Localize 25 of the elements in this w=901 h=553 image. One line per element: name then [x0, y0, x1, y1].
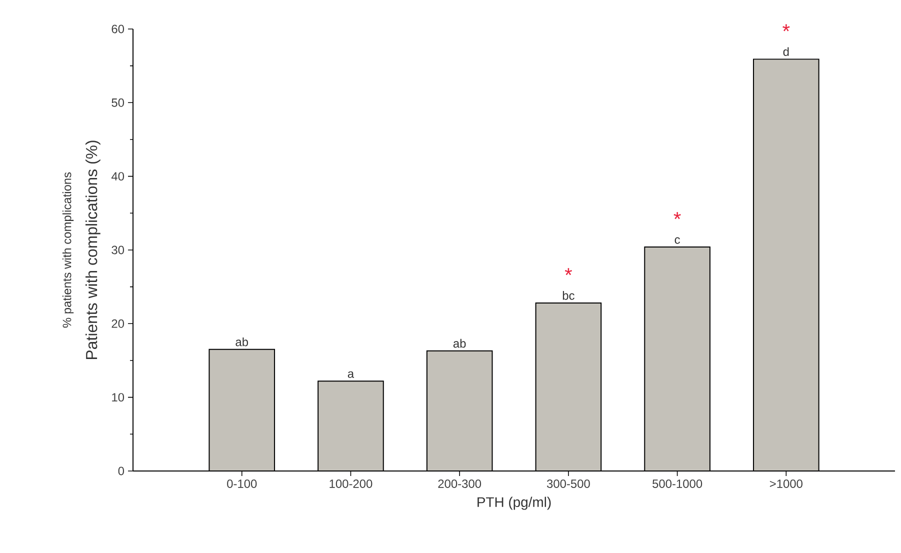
x-axis-title: PTH (pg/ml) [478, 496, 551, 510]
y-axis-title: Patients with complications (%) [85, 140, 100, 359]
annotation: c [674, 237, 680, 244]
annotation: * [782, 24, 790, 32]
x-tick-label: 100-200 [330, 480, 372, 488]
annotation: ab [453, 338, 466, 348]
x-tick-label: >1000 [770, 480, 802, 488]
y-tick-label: 60 [112, 24, 124, 34]
annotation: a [348, 371, 354, 378]
x-tick-label: 300-500 [546, 480, 590, 488]
y-tick-label: 20 [112, 319, 124, 328]
x-tick-label: 0-100 [227, 480, 257, 488]
y-tick-label: 50 [112, 98, 124, 107]
annotation: * [674, 212, 681, 220]
y-tick-label: 30 [112, 246, 124, 254]
annotation: ab [236, 337, 248, 346]
x-tick-label: 500-1000 [652, 480, 702, 488]
x-tick-label: 200-300 [438, 480, 482, 488]
y-tick-label: 40 [111, 172, 124, 181]
y-tick-label: 10 [112, 393, 124, 402]
text: % patients with complications [62, 172, 74, 328]
annotation: d [783, 47, 789, 56]
annotation: bc [562, 291, 574, 300]
annotation: * [564, 268, 572, 276]
y-tick-label: 0 [118, 466, 124, 476]
